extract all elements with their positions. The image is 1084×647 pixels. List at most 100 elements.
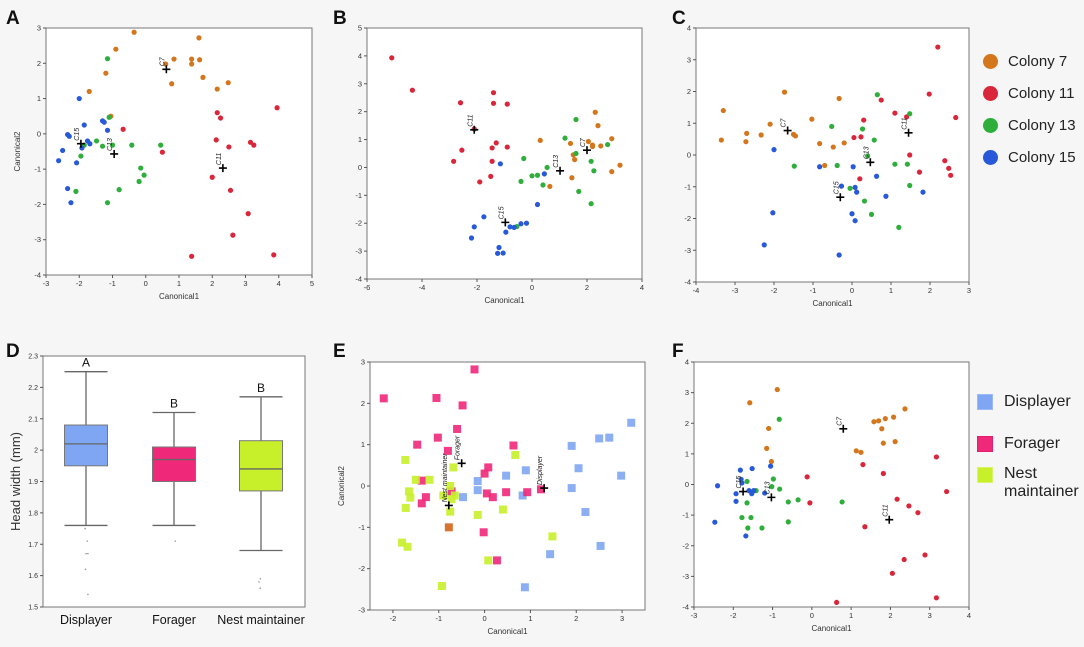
data-point	[768, 122, 773, 127]
y-tick-label: 1.9	[28, 479, 38, 486]
legend-label: Colony 13	[1008, 117, 1076, 134]
data-point	[591, 168, 596, 173]
centroid-label: C11	[882, 504, 889, 516]
data-point	[79, 145, 84, 150]
data-point	[189, 254, 194, 259]
data-point	[796, 497, 801, 502]
box-iqr	[240, 441, 283, 491]
data-point	[102, 120, 107, 125]
y-tick-label: -2	[355, 219, 362, 228]
y-tick-label: -2	[682, 541, 689, 550]
data-point	[782, 90, 787, 95]
outlier-point	[174, 540, 176, 542]
outlier-point	[85, 569, 87, 571]
y-tick-label: 2	[34, 448, 38, 455]
colony-legend: Colony 7 Colony 11 Colony 13 Colony 15	[983, 45, 1076, 173]
data-point	[905, 162, 910, 167]
y-tick-label: 2	[687, 87, 691, 96]
centroid-label: Nest maintainer	[442, 453, 449, 503]
y-tick-label: 0	[685, 480, 689, 489]
x-tick-label: 4	[640, 283, 644, 292]
data-point	[56, 158, 61, 163]
data-point	[627, 419, 635, 427]
data-point	[589, 201, 594, 206]
data-point	[498, 161, 503, 166]
y-tick-label: 1.7	[28, 542, 38, 549]
data-point	[834, 600, 839, 605]
role-legend: Displayer Forager Nest maintainer	[977, 381, 1082, 513]
data-point	[712, 520, 717, 525]
x-tick-label: 2	[585, 283, 589, 292]
data-point	[858, 450, 863, 455]
y-tick-label: 2.1	[28, 416, 38, 423]
data-point	[907, 152, 912, 157]
data-point	[274, 105, 279, 110]
x-tick-label: 1	[849, 611, 853, 620]
data-point	[860, 462, 865, 467]
data-point	[719, 137, 724, 142]
data-point	[883, 194, 888, 199]
data-point	[490, 145, 495, 150]
data-point	[169, 81, 174, 86]
data-point	[78, 153, 83, 158]
data-point	[132, 30, 137, 35]
y-tick-label: 2.2	[28, 385, 38, 392]
legend-item-colony-7: Colony 7	[983, 45, 1076, 77]
x-tick-label: -2	[771, 286, 778, 295]
box-iqr	[153, 447, 196, 482]
x-tick-label: 2	[928, 286, 932, 295]
data-point	[851, 164, 856, 169]
y-tick-label: 2.3	[28, 354, 38, 361]
legend-label: Colony 15	[1008, 149, 1076, 166]
panel-label-a: A	[6, 8, 20, 30]
data-point	[743, 533, 748, 538]
panel-c: -4-3-2-101234-4 -3 -2 -1 0 1 2 3Canonical1C7 C11…	[684, 24, 971, 309]
y-tick-label: -4	[34, 271, 41, 280]
data-point	[847, 186, 852, 191]
data-point	[481, 214, 486, 219]
data-point	[491, 90, 496, 95]
data-point	[849, 211, 854, 216]
data-point	[137, 179, 142, 184]
data-point	[853, 218, 858, 223]
data-point	[105, 56, 110, 61]
centroid-label: C11	[467, 114, 474, 126]
data-point	[775, 387, 780, 392]
data-point	[879, 426, 884, 431]
data-point	[171, 56, 176, 61]
x-axis-label: Canonical1	[811, 624, 852, 633]
data-point	[406, 494, 414, 502]
data-point	[935, 44, 940, 49]
outlier-point	[260, 578, 262, 580]
data-point	[883, 416, 888, 421]
data-point	[896, 225, 901, 230]
y-tick-label: -4	[355, 275, 362, 284]
data-point	[762, 242, 767, 247]
data-point	[874, 174, 879, 179]
data-point	[854, 448, 859, 453]
group-letter: B	[257, 381, 265, 395]
plot-area	[367, 28, 642, 279]
data-point	[934, 595, 939, 600]
data-point	[573, 151, 578, 156]
data-point	[573, 117, 578, 122]
data-point	[493, 556, 501, 564]
data-point	[540, 182, 545, 187]
data-point	[786, 519, 791, 524]
data-point	[271, 252, 276, 257]
data-point	[509, 441, 517, 449]
panel-e: -3-2-10123Canonical2-2 -1 0 1 2 3Canonical1Fo…	[337, 358, 645, 637]
data-point	[535, 202, 540, 207]
centroid-label: C15	[498, 206, 505, 219]
data-point	[892, 110, 897, 115]
data-point	[817, 164, 822, 169]
data-point	[857, 176, 862, 181]
y-tick-label: -2	[684, 214, 691, 223]
y-tick-label: 4	[358, 51, 362, 60]
data-point	[453, 425, 461, 433]
y-tick-label: 1.8	[28, 510, 38, 517]
data-point	[121, 127, 126, 132]
x-tick-label: -2	[390, 614, 397, 623]
legend-swatch	[983, 54, 998, 69]
data-point	[73, 189, 78, 194]
